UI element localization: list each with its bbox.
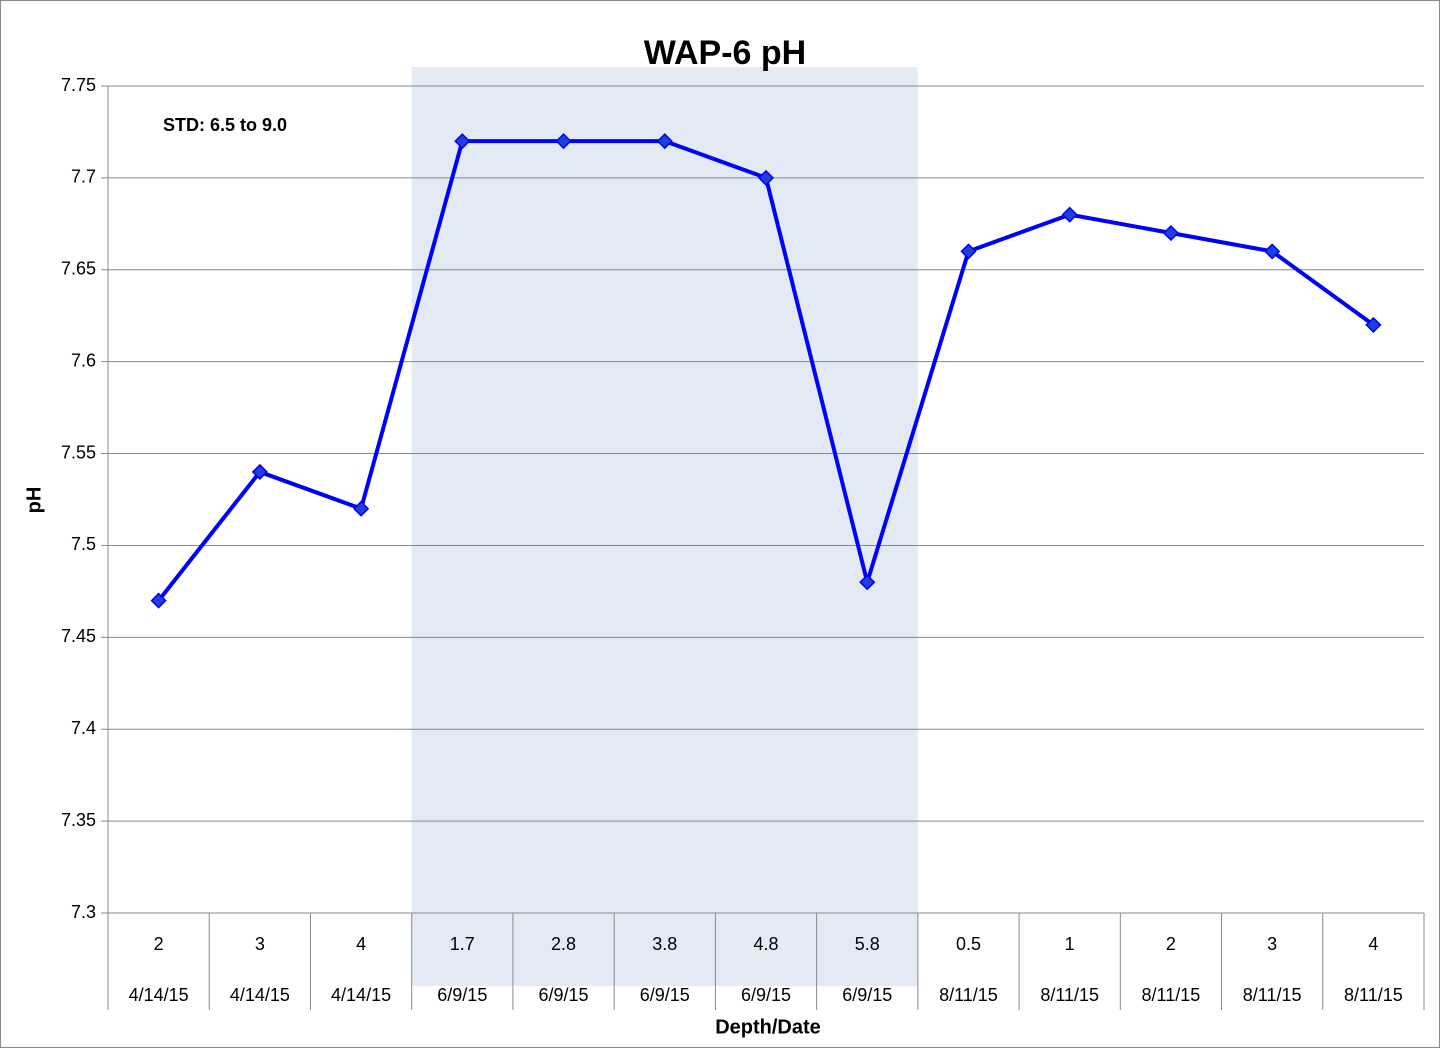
x-axis-title: Depth/Date [715, 1016, 821, 1038]
y-tick-label: 7.45 [61, 626, 96, 646]
x-tick-label: 5.8 [855, 934, 880, 954]
highlight-band [411, 67, 918, 986]
x-date-label: 6/9/15 [640, 985, 690, 1005]
marker [353, 500, 370, 517]
x-date-label: 8/11/15 [1344, 985, 1403, 1005]
x-tick-label: 1 [1065, 934, 1075, 954]
y-tick-label: 7.7 [71, 167, 96, 187]
x-date-label: 4/14/15 [331, 985, 391, 1005]
marker [656, 133, 673, 150]
y-tick-label: 7.5 [71, 534, 96, 554]
marker [251, 463, 268, 480]
x-tick-label: 1.7 [450, 934, 475, 954]
y-tick-label: 7.4 [71, 718, 96, 738]
y-tick-label: 7.55 [61, 442, 96, 462]
x-tick-label: 4.8 [753, 934, 778, 954]
marker [1162, 224, 1179, 242]
x-date-label: 6/9/15 [539, 985, 589, 1005]
marker [1264, 243, 1281, 260]
annotation: STD: 6.5 to 9.0 [163, 115, 287, 135]
x-tick-label: 3 [255, 934, 265, 954]
x-tick-label: 2 [154, 934, 164, 954]
x-tick-label: 2.8 [551, 934, 576, 954]
x-date-label: 6/9/15 [842, 985, 892, 1005]
marker [555, 133, 572, 150]
x-date-label: 8/11/15 [939, 985, 998, 1005]
x-tick-label: 3.8 [652, 934, 677, 954]
y-tick-label: 7.65 [61, 259, 96, 279]
marker [859, 574, 876, 591]
x-date-label: 8/11/15 [1040, 985, 1099, 1005]
x-date-label: 4/14/15 [230, 985, 290, 1005]
marker [1365, 316, 1382, 333]
y-tick-label: 7.75 [61, 75, 96, 95]
y-tick-label: 7.6 [71, 350, 96, 370]
x-tick-label: 4 [356, 934, 366, 954]
marker [150, 592, 167, 609]
x-date-label: 8/11/15 [1142, 985, 1201, 1005]
marker [757, 169, 775, 186]
x-tick-label: 2 [1166, 934, 1176, 954]
marker [1061, 206, 1078, 223]
marker [454, 133, 471, 150]
y-tick-label: 7.3 [71, 902, 96, 922]
x-date-label: 6/9/15 [741, 985, 791, 1005]
x-tick-label: 4 [1368, 934, 1378, 954]
chart-title: WAP-6 pH [644, 34, 806, 72]
x-date-label: 4/14/15 [129, 985, 189, 1005]
marker [960, 243, 977, 260]
x-tick-label: 3 [1267, 934, 1277, 954]
x-tick-label: 0.5 [956, 934, 981, 954]
x-date-label: 8/11/15 [1243, 985, 1302, 1005]
y-axis-title: pH [23, 487, 45, 514]
y-tick-label: 7.35 [61, 810, 96, 830]
x-date-label: 6/9/15 [437, 985, 487, 1005]
